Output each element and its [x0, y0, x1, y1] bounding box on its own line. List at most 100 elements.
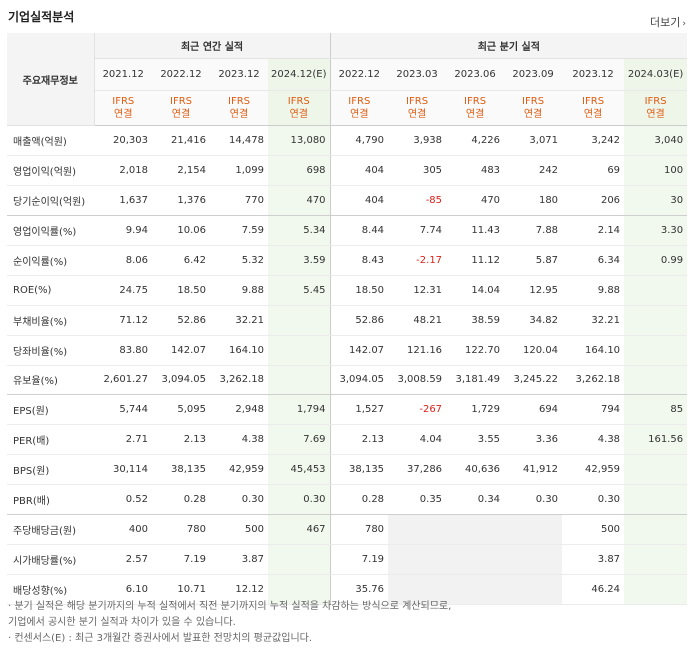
- period-header: 2021.12: [94, 58, 152, 91]
- ifrs-standard: IFRS: [287, 96, 310, 107]
- ifrs-consolidated: 연결: [114, 109, 133, 120]
- value-cell: 122.70: [446, 335, 505, 366]
- value-cell: [268, 574, 331, 605]
- value-cell: [388, 544, 447, 576]
- value-cell: 48.21: [388, 305, 447, 336]
- value-cell: [268, 544, 331, 576]
- value-cell: 164.10: [562, 335, 625, 366]
- value-cell: 7.19: [152, 544, 210, 576]
- value-cell: [388, 574, 447, 605]
- value-cell: 42,959: [562, 454, 625, 486]
- row-label: 시가배당률(%): [7, 544, 94, 576]
- value-cell: 3,938: [388, 125, 447, 156]
- value-cell: 7.59: [210, 215, 268, 246]
- value-cell: 52.86: [329, 305, 389, 336]
- value-cell: 7.88: [504, 215, 563, 246]
- table-row: 주당배당금(원) 400 780 500 467 780 500: [7, 514, 688, 546]
- value-cell: 694: [504, 394, 563, 426]
- value-cell: 164.10: [210, 335, 268, 366]
- value-cell: 9.88: [562, 275, 625, 306]
- value-cell: 780: [329, 514, 389, 546]
- value-cell: 467: [268, 514, 331, 546]
- value-cell: 37,286: [388, 454, 447, 486]
- annual-header: 최근 연간 실적: [94, 33, 331, 59]
- table-row: 유보율(%) 2,601.27 3,094.05 3,262.18 3,094.05 3,…: [7, 365, 688, 396]
- value-cell: 12.12: [210, 574, 268, 605]
- value-cell: 305: [388, 155, 447, 186]
- value-cell: 9.94: [94, 215, 152, 246]
- ifrs-label: IFRS 연결: [624, 90, 688, 126]
- value-cell: 14,478: [210, 125, 268, 156]
- value-cell: 12.95: [504, 275, 563, 306]
- value-cell: 3.87: [210, 544, 268, 576]
- value-cell: 5.32: [210, 245, 268, 276]
- value-cell: 7.19: [329, 544, 389, 576]
- period-header: 2024.03(E): [624, 58, 688, 91]
- table-row: 순이익률(%) 8.06 6.42 5.32 3.59 8.43 -2.17 11.12 5.8…: [7, 245, 688, 276]
- ifrs-consolidated: 연결: [350, 109, 369, 120]
- ifrs-consolidated: 연결: [171, 109, 191, 120]
- value-cell: 404: [329, 155, 389, 186]
- value-cell: 30: [624, 185, 688, 216]
- value-cell: 2,154: [152, 155, 210, 186]
- more-link[interactable]: 더보기 ›: [650, 14, 686, 30]
- value-cell: 3,008.59: [388, 365, 447, 396]
- value-cell: 142.07: [329, 335, 389, 366]
- value-cell: 6.34: [562, 245, 625, 276]
- value-cell: [268, 365, 331, 396]
- value-cell: 6.42: [152, 245, 210, 276]
- value-cell: 142.07: [152, 335, 210, 366]
- value-cell: 2.57: [94, 544, 152, 576]
- value-cell: 34.82: [504, 305, 563, 336]
- row-label: 영업이익률(%): [7, 215, 94, 246]
- value-cell: 42,959: [210, 454, 268, 486]
- value-cell: 794: [562, 394, 625, 426]
- value-cell: 41,912: [504, 454, 563, 486]
- ifrs-consolidated: 연결: [229, 109, 249, 120]
- value-cell: 46.24: [562, 574, 625, 605]
- value-cell: 5.34: [268, 215, 331, 246]
- ifrs-standard: IFRS: [406, 96, 429, 107]
- table-row: BPS(원) 30,114 38,135 42,959 45,453 38,135 37,2…: [7, 454, 688, 486]
- value-cell: 30,114: [94, 454, 152, 486]
- row-label: 순이익률(%): [7, 245, 94, 276]
- corner-label: 주요재무정보: [7, 33, 95, 126]
- value-cell: 3,040: [624, 125, 688, 156]
- value-cell: 52.86: [152, 305, 210, 336]
- value-cell: 100: [624, 155, 688, 186]
- value-cell: 11.12: [446, 245, 505, 276]
- value-cell: 9.88: [210, 275, 268, 306]
- value-cell: 8.43: [329, 245, 389, 276]
- value-cell: 470: [446, 185, 505, 216]
- quarter-header: 최근 분기 실적: [329, 33, 688, 59]
- ifrs-consolidated: 연결: [646, 109, 665, 120]
- row-label: 영업이익(억원): [7, 155, 94, 186]
- ifrs-consolidated: 연결: [289, 109, 308, 120]
- value-cell: 120.04: [504, 335, 563, 366]
- value-cell: 45,453: [268, 454, 331, 486]
- ifrs-standard: IFRS: [228, 96, 250, 107]
- section-title: 기업실적분석: [8, 10, 75, 24]
- value-cell: 2.13: [152, 424, 210, 456]
- period-header: 2023.12: [210, 58, 268, 91]
- value-cell: 1,637: [94, 185, 152, 216]
- value-cell: 1,376: [152, 185, 210, 216]
- value-cell: [446, 544, 505, 576]
- value-cell: 71.12: [94, 305, 152, 336]
- ifrs-consolidated: 연결: [465, 109, 485, 120]
- value-cell: [624, 275, 688, 306]
- table-row: 영업이익(억원) 2,018 2,154 1,099 698 404 305 483 242 69…: [7, 155, 688, 186]
- ifrs-label: IFRS 연결: [329, 90, 389, 126]
- value-cell: 85: [624, 394, 688, 426]
- value-cell: 470: [268, 185, 331, 216]
- value-cell: 38,135: [152, 454, 210, 486]
- value-cell: 5,095: [152, 394, 210, 426]
- value-cell: 20,303: [94, 125, 152, 156]
- table-row: 당좌비율(%) 83.80 142.07 164.10 142.07 121.16 122.…: [7, 335, 688, 366]
- value-cell: 3,242: [562, 125, 625, 156]
- value-cell: 40,636: [446, 454, 505, 486]
- value-cell: 3,262.18: [210, 365, 268, 396]
- value-cell: 1,729: [446, 394, 505, 426]
- row-label: 주당배당금(원): [7, 514, 94, 546]
- value-cell: [624, 454, 688, 486]
